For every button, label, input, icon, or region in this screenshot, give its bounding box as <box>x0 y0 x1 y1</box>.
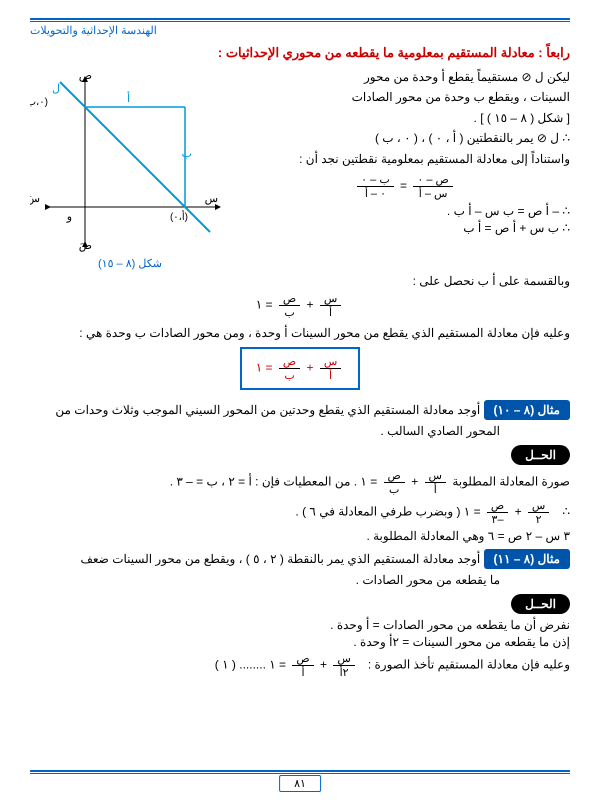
section-heading: رابعاً : معادلة المستقيم بمعلومية ما يقط… <box>30 45 570 61</box>
svg-text:و: و <box>66 211 72 223</box>
chapter-title: الهندسة الإحداثية والتحويلات <box>30 24 570 37</box>
ex2-line2: إذن ما يقطعه من محور السينات = ٢أ وحدة . <box>30 635 570 649</box>
svg-text:صَ: صَ <box>79 240 92 252</box>
example-2: مثال (٨ – ١١) أوجد معادلة المستقيم الذي … <box>30 549 570 569</box>
boxed-formula-wrap: سأ + صب = ١ <box>30 343 570 394</box>
example-1: مثال (٨ – ١٠) أوجد معادلة المستقيم الذي … <box>30 400 570 420</box>
diagram-caption: شكل (٨ – ١٥) <box>30 257 230 270</box>
ex1-line3: ٣ س – ٢ ص = ٦ وهي المعادلة المطلوبة . <box>30 529 570 543</box>
derivation-eq2: ∴ – أ ص = ب س – أ ب . <box>240 204 570 218</box>
svg-text:(أ،٠): (أ،٠) <box>170 210 188 223</box>
example-1-text2: المحور الصادي السالب . <box>30 421 570 441</box>
svg-text:ب: ب <box>182 148 192 160</box>
footer-rule <box>30 770 570 774</box>
ex1-line1: صورة المعادلة المطلوبة سأ + صب = ١ . من … <box>30 469 570 496</box>
example-2-badge: مثال (٨ – ١١) <box>484 549 570 569</box>
intro-line-1: ليكن ل ⊘ مستقيماً يقطع أ وحدة من محور <box>240 67 570 87</box>
svg-text:ل: ل <box>52 83 60 95</box>
svg-text:(٠،ب): (٠،ب) <box>30 97 48 108</box>
derivation-eq5: سأ + صب = ١ <box>30 292 570 319</box>
page-number: ٨١ <box>279 775 321 792</box>
svg-text:سَ: سَ <box>30 193 40 205</box>
intro-line-3: [ شكل ( ٨ – ١٥ ) ] . <box>240 108 570 128</box>
derivation-eq4: وبالقسمة على أ ب نحصل على : <box>30 274 570 288</box>
solution-2-badge: الحــل <box>511 594 570 614</box>
derivation-eq1: ص – ٠س – أ = ب – ٠٠ – أ <box>240 173 570 200</box>
header-rule <box>30 18 570 22</box>
boxed-formula: سأ + صب = ١ <box>240 347 361 390</box>
ex2-line1: نفرض أن ما يقطعه من محور الصادات = أ وحد… <box>30 618 570 632</box>
intro-line-2: السينات ، ويقطع ب وحدة من محور الصادات <box>240 87 570 107</box>
example-2-text2: ما يقطعه من محور الصادات . <box>30 570 570 590</box>
derivation-eq3: ∴ ب س + أ ص = أ ب <box>240 221 570 235</box>
ex1-line2: ∴ س٢ + ص–٣ = ١ ( وبضرب طرفي المعادلة في … <box>30 499 570 526</box>
intro-line-5: واستناداً إلى معادلة المستقيم بمعلومية ن… <box>240 149 570 169</box>
diagram: ص صَ س سَ و (أ،٠) (٠،ب) أ ب ل شكل (٨ – ١… <box>30 67 230 270</box>
example-2-text: أوجد معادلة المستقيم الذي يمر بالنقطة ( … <box>80 552 480 566</box>
svg-text:س: س <box>205 193 218 205</box>
solution-1-badge: الحــل <box>511 445 570 465</box>
intro-line-4: ∴ ل ⊘ يمر بالنقطتين ( أ ، ٠ ) ، ( ٠ ، ب … <box>240 128 570 148</box>
example-1-badge: مثال (٨ – ١٠) <box>484 400 570 420</box>
ex2-line3: وعليه فإن معادلة المستقيم تأخذ الصورة : … <box>30 652 570 679</box>
svg-text:أ: أ <box>127 91 130 105</box>
axis-y-top: ص <box>79 70 92 82</box>
conclusion-text: وعليه فإن معادلة المستقيم الذي يقطع من م… <box>30 323 570 343</box>
intro-row: ليكن ل ⊘ مستقيماً يقطع أ وحدة من محور ال… <box>30 67 570 270</box>
example-1-text: أوجد معادلة المستقيم الذي يقطع وحدتين من… <box>55 403 480 417</box>
